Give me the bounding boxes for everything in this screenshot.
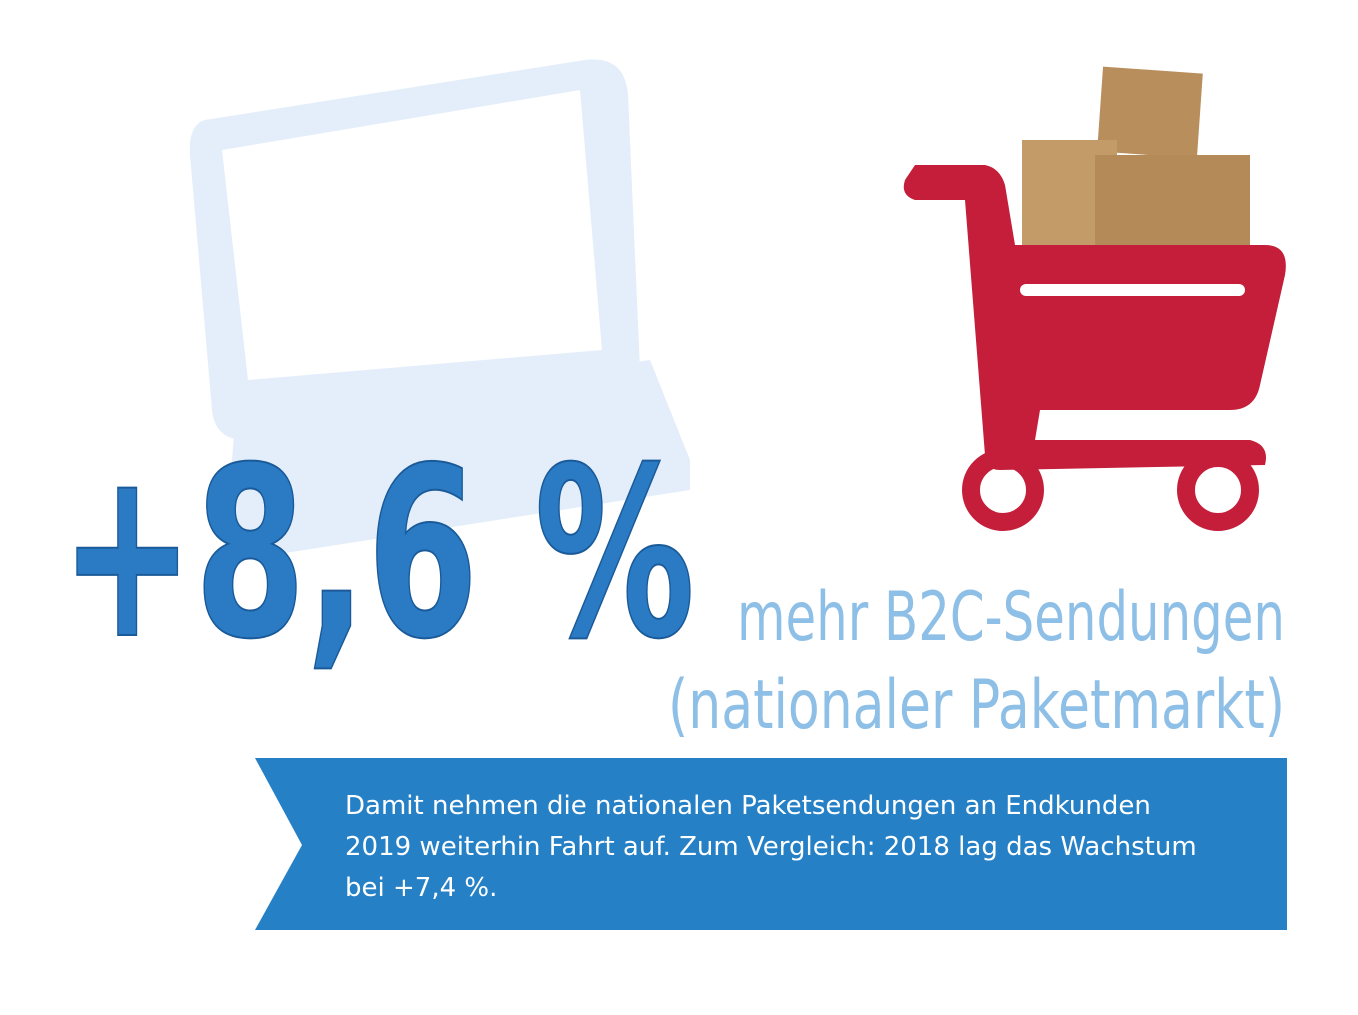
banner-text: Damit nehmen die nationalen Paketsendung… bbox=[345, 791, 1151, 821]
laptop-icon bbox=[189, 59, 690, 560]
banner-text: bei +7,4 %. bbox=[345, 873, 497, 903]
headline-subtitle: (nationaler Paketmarkt) bbox=[668, 666, 1285, 745]
headline-subtitle: mehr B2C-Sendungen bbox=[737, 578, 1285, 657]
cart-icon bbox=[903, 66, 1286, 531]
banner-text: 2019 weiterhin Fahrt auf. Zum Vergleich:… bbox=[345, 832, 1197, 862]
banner bbox=[255, 758, 1287, 930]
headline-value: +8,6 % bbox=[60, 418, 695, 691]
